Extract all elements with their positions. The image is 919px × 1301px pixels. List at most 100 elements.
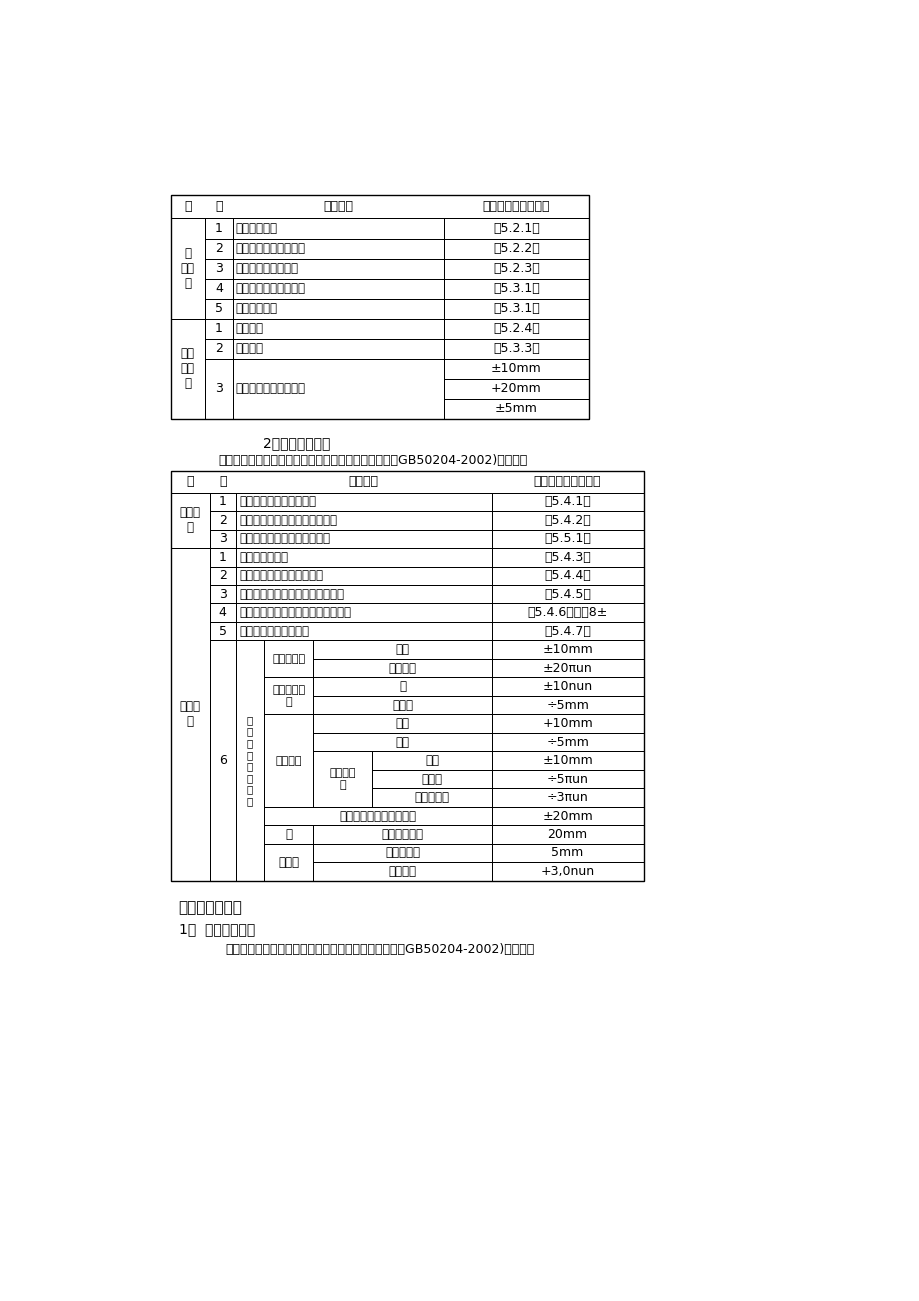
Text: 质量要求符合《混凝土结构工程施工质量验收规范》（GB50204-2002)的规定。: 质量要求符合《混凝土结构工程施工质量验收规范》（GB50204-2002)的规定… (219, 454, 528, 467)
Text: 水平高差: 水平高差 (388, 865, 416, 878)
Bar (491, 658, 643, 678)
Text: +20mm: +20mm (491, 382, 541, 396)
Bar (313, 714, 491, 732)
Text: 序: 序 (219, 475, 226, 488)
Text: ±20mm: ±20mm (541, 809, 593, 822)
Bar (491, 678, 643, 696)
Text: 钢: 钢 (285, 827, 292, 840)
Text: 3: 3 (215, 262, 222, 275)
Bar (443, 219, 589, 238)
Bar (491, 511, 643, 530)
Text: ÷5mm: ÷5mm (546, 735, 588, 748)
Text: 宽、高: 宽、高 (391, 699, 413, 712)
Text: ÷5πun: ÷5πun (546, 773, 588, 786)
Text: 4: 4 (215, 282, 222, 295)
Bar (313, 696, 491, 714)
Text: 5: 5 (219, 624, 226, 637)
Text: 通，
常项
目: 通， 常项 目 (181, 347, 195, 390)
Text: 主
控项
目: 主 控项 目 (181, 247, 195, 290)
Text: 1: 1 (215, 222, 222, 235)
Bar (443, 359, 589, 379)
Text: 钢
筋
安
装
同
意
偏
差: 钢 筋 安 装 同 意 偏 差 (246, 716, 253, 807)
Text: 第5.4.2条: 第5.4.2条 (544, 514, 590, 527)
Text: 机械连接与焊接接头的力学性能: 机械连接与焊接接头的力学性能 (239, 514, 336, 527)
Text: 主控项
目: 主控项 目 (179, 506, 200, 535)
Text: 检查项目: 检查项目 (348, 475, 379, 488)
Bar (171, 548, 210, 881)
Text: 长: 长 (399, 680, 405, 693)
Text: ±10nun: ±10nun (542, 680, 592, 693)
Bar (210, 530, 235, 548)
Bar (372, 752, 491, 770)
Text: 力学性能检验: 力学性能检验 (235, 222, 278, 235)
Text: ±10mm: ±10mm (541, 755, 593, 768)
Bar (205, 278, 233, 298)
Text: 5mm: 5mm (550, 847, 583, 860)
Text: 箍筋弯钩形式: 箍筋弯钩形式 (235, 302, 278, 315)
Bar (264, 844, 313, 881)
Bar (235, 585, 491, 604)
Text: 3: 3 (219, 588, 226, 601)
Bar (205, 338, 233, 359)
Text: 机械连接、焊接的接头面积百分率: 机械连接、焊接的接头面积百分率 (239, 588, 344, 601)
Text: 第5.3.1条: 第5.3.1条 (493, 282, 539, 295)
Text: 接头位置与数量: 接头位置与数量 (239, 550, 288, 563)
Text: 第5.2.2条: 第5.2.2条 (493, 242, 539, 255)
Bar (171, 471, 643, 493)
Text: 柱、梁: 柱、梁 (421, 773, 442, 786)
Text: 第5.3.1条: 第5.3.1条 (493, 302, 539, 315)
Text: 2: 2 (215, 242, 222, 255)
Bar (491, 714, 643, 732)
Text: 6: 6 (219, 755, 226, 768)
Text: 受力钢筋: 受力钢筋 (275, 756, 301, 765)
Text: 第5.2.4条: 第5.2.4条 (493, 323, 539, 336)
Bar (491, 770, 643, 788)
Text: 第5.4.6条附录8±: 第5.4.6条附录8± (527, 606, 607, 619)
Bar (233, 338, 443, 359)
Text: 1: 1 (215, 323, 222, 336)
Bar (235, 604, 491, 622)
Text: 1: 1 (219, 496, 226, 509)
Bar (205, 298, 233, 319)
Text: ÷3πun: ÷3πun (546, 791, 588, 804)
Bar (443, 238, 589, 259)
Text: 网眼尺寸: 网眼尺寸 (388, 662, 416, 675)
Bar (233, 259, 443, 278)
Text: 钢筋加工的形状、尺寸: 钢筋加工的形状、尺寸 (235, 382, 306, 396)
Bar (171, 195, 589, 219)
Bar (210, 585, 235, 604)
Bar (313, 640, 491, 658)
Text: 长宽: 长宽 (395, 643, 409, 656)
Bar (491, 696, 643, 714)
Bar (235, 530, 491, 548)
Text: 化学成分等专项检验: 化学成分等专项检验 (235, 262, 299, 275)
Text: 受力钢筋的品种、级别与数量: 受力钢筋的品种、级别与数量 (239, 532, 330, 545)
Bar (443, 398, 589, 419)
Text: +3,0nun: +3,0nun (540, 865, 594, 878)
Text: 3: 3 (215, 382, 222, 396)
Bar (235, 566, 491, 585)
Text: 2: 2 (219, 570, 226, 583)
Bar (210, 640, 235, 881)
Text: ±5mm: ±5mm (494, 402, 538, 415)
Bar (491, 622, 643, 640)
Bar (233, 359, 443, 419)
Bar (491, 863, 643, 881)
Text: 检查项目: 检查项目 (323, 200, 353, 213)
Bar (171, 195, 589, 419)
Text: 2: 2 (219, 514, 226, 527)
Bar (264, 678, 313, 714)
Text: 2: 2 (215, 342, 222, 355)
Text: 抗震用钢筋强度实测值: 抗震用钢筋强度实测值 (235, 242, 306, 255)
Bar (264, 640, 313, 678)
Bar (235, 493, 491, 511)
Text: 外观质量: 外观质量 (235, 323, 264, 336)
Bar (205, 259, 233, 278)
Text: 第5.4.1条: 第5.4.1条 (544, 496, 590, 509)
Text: 项: 项 (184, 200, 191, 213)
Bar (491, 585, 643, 604)
Bar (233, 319, 443, 338)
Bar (233, 278, 443, 298)
Bar (443, 259, 589, 278)
Bar (205, 238, 233, 259)
